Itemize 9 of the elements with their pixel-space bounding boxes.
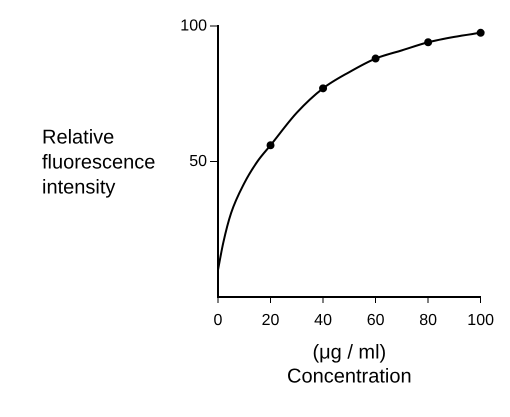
x-tick-label: 80 (419, 312, 438, 330)
x-tick-label: 40 (314, 312, 332, 330)
x-axis-title: (μg / ml) Concentration (287, 342, 412, 388)
x-tick-label: 100 (467, 312, 494, 330)
x-tick-label: 60 (366, 312, 385, 330)
x-tick-label: 0 (214, 312, 223, 330)
y-tick-label: 50 (189, 152, 208, 170)
x-tick-label: 20 (262, 312, 280, 330)
y-axis-title: Relative fluorescence intensity (42, 126, 156, 199)
